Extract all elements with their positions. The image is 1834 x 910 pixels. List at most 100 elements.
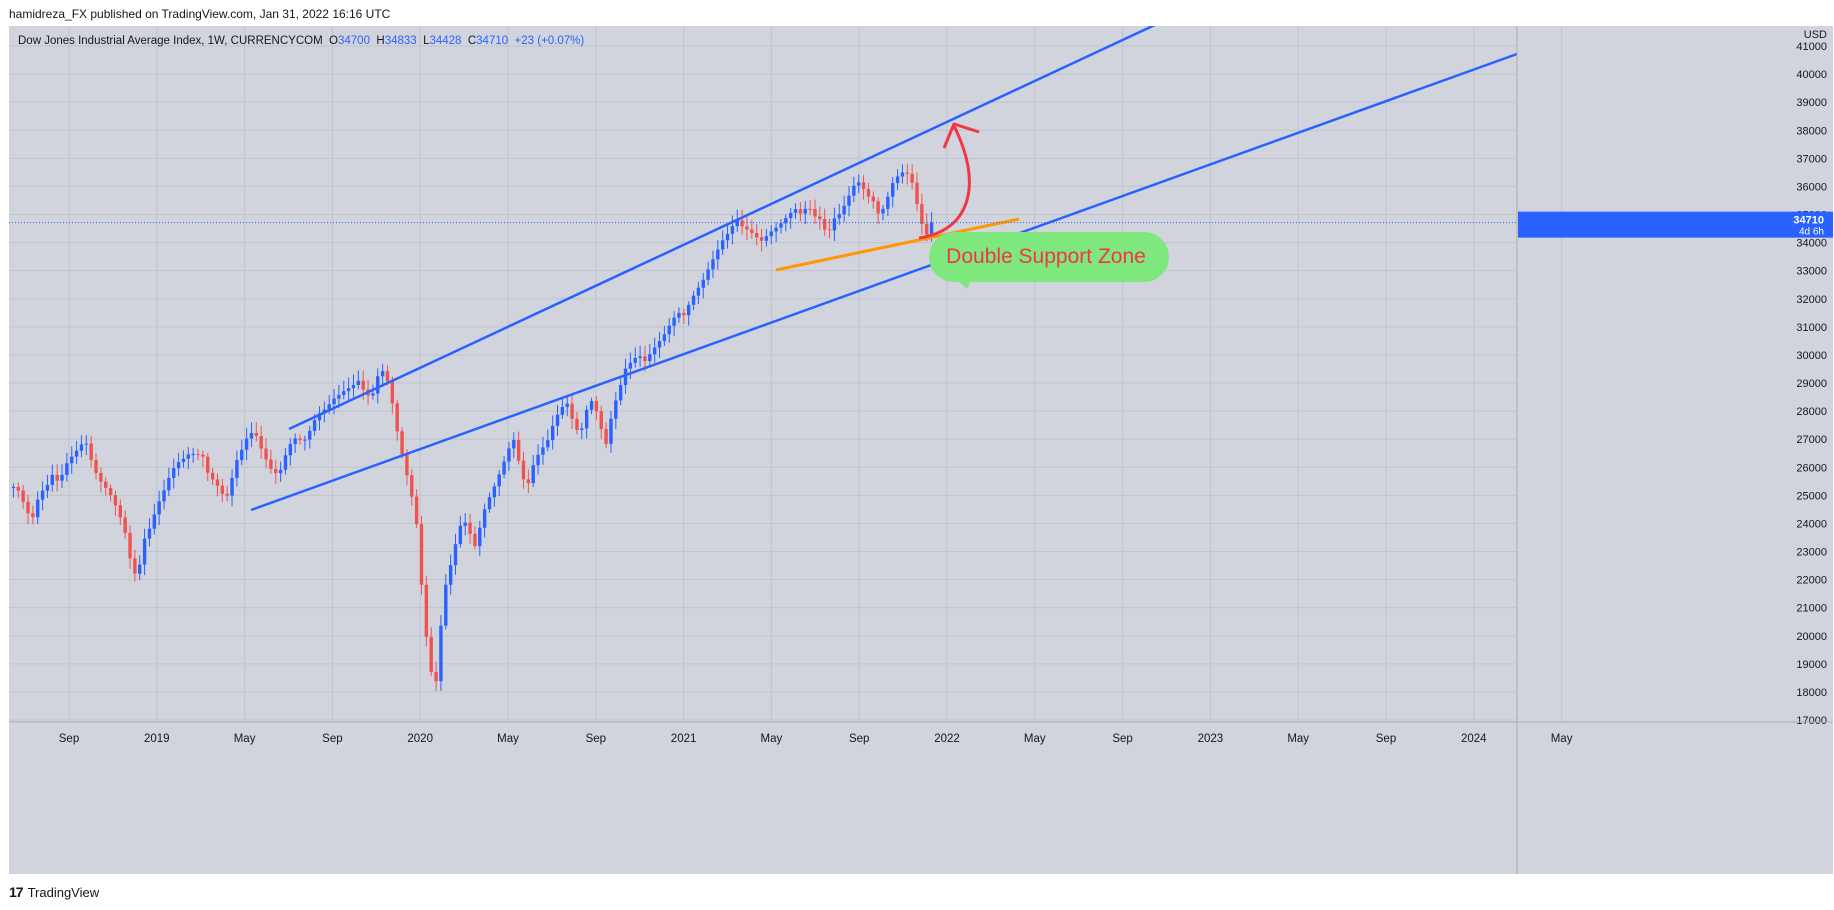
candle-body bbox=[11, 486, 16, 488]
candle-body bbox=[735, 220, 739, 227]
candle-body bbox=[482, 509, 487, 528]
price-tick-label: 29000 bbox=[1796, 378, 1827, 390]
candle-body bbox=[235, 460, 239, 479]
candle-body bbox=[225, 493, 229, 496]
legend-high-value: 34833 bbox=[384, 35, 417, 47]
price-axis-background[interactable] bbox=[1517, 26, 1833, 722]
candle-body bbox=[866, 188, 871, 197]
time-tick-label: Sep bbox=[1376, 733, 1396, 745]
candle-body bbox=[643, 356, 647, 361]
callout-bubble bbox=[929, 232, 1169, 282]
candle-body bbox=[861, 182, 866, 189]
upper-channel-line bbox=[288, 14, 1175, 431]
candle-body bbox=[31, 513, 35, 518]
upward-arrow bbox=[918, 125, 971, 240]
candle-body bbox=[818, 216, 822, 220]
candles bbox=[11, 163, 934, 692]
candle-body bbox=[531, 465, 535, 484]
time-tick-label: Sep bbox=[586, 733, 606, 745]
candle-body bbox=[380, 371, 385, 377]
candle-body bbox=[327, 404, 331, 410]
legend-low-value: 34428 bbox=[429, 35, 462, 47]
price-tick-label: 19000 bbox=[1796, 659, 1827, 671]
lower-channel-line bbox=[250, 52, 1518, 512]
price-tick-label: 39000 bbox=[1796, 97, 1827, 109]
candle-body bbox=[584, 409, 589, 429]
candle-body bbox=[798, 209, 803, 214]
callout-pointer bbox=[957, 280, 971, 289]
price-tick-label: 34000 bbox=[1796, 238, 1827, 250]
candle-body bbox=[118, 505, 123, 518]
price-tick-label: 30000 bbox=[1796, 350, 1827, 362]
tradingview-logo-icon: 17 bbox=[9, 884, 24, 900]
last-price-value: 34710 bbox=[1793, 215, 1824, 227]
candle-body bbox=[405, 454, 409, 476]
candle-body bbox=[497, 474, 501, 487]
time-tick-label: May bbox=[234, 733, 256, 745]
callout-text: Double Support Zone bbox=[946, 245, 1146, 268]
price-chart[interactable]: Double Support Zone 17000 18000 19000 20000… bbox=[9, 14, 1833, 874]
candle-body bbox=[832, 218, 837, 231]
candle-body bbox=[308, 430, 312, 440]
candle-body bbox=[905, 172, 909, 174]
candle-body bbox=[560, 407, 565, 415]
candle-body bbox=[638, 356, 642, 358]
candle-body bbox=[157, 501, 161, 515]
candle-body bbox=[89, 443, 93, 460]
candle-body bbox=[570, 403, 574, 419]
price-tick-label: 17000 bbox=[1796, 715, 1827, 727]
price-axis[interactable]: 17000 18000 19000 20000 21000 22000 23000 24000… bbox=[1796, 41, 1827, 727]
candle-body bbox=[40, 490, 45, 500]
plot-background[interactable] bbox=[9, 26, 1517, 722]
candle-body bbox=[920, 204, 924, 224]
price-tick-label: 22000 bbox=[1796, 575, 1827, 587]
time-tick-label: 2019 bbox=[144, 733, 170, 745]
candle-body bbox=[657, 341, 662, 348]
candle-body bbox=[925, 223, 929, 235]
publish-header: hamidreza_FX published on TradingView.co… bbox=[9, 7, 391, 21]
candle-body bbox=[827, 229, 832, 231]
candle-body bbox=[269, 459, 273, 469]
candle-body bbox=[526, 479, 531, 484]
time-tick-label: Sep bbox=[322, 733, 342, 745]
candle-body bbox=[55, 474, 59, 481]
candle-body bbox=[453, 544, 458, 566]
grid-lines bbox=[9, 26, 1563, 722]
time-axis-background[interactable] bbox=[9, 722, 1833, 874]
candle-body bbox=[575, 418, 579, 430]
legend-high-label: H bbox=[376, 35, 385, 47]
candle-body bbox=[21, 490, 25, 502]
price-tick-label: 31000 bbox=[1796, 322, 1827, 334]
time-tick-label: 2024 bbox=[1461, 733, 1487, 745]
candle-body bbox=[274, 468, 278, 474]
candle-body bbox=[444, 584, 448, 626]
candle-body bbox=[565, 403, 569, 408]
candle-body bbox=[361, 380, 365, 390]
candle-body bbox=[65, 463, 69, 475]
candle-body bbox=[876, 201, 880, 214]
time-axis[interactable]: Sep 2019 May Sep 2020 May Sep 2021 May Sep 2022 May… bbox=[59, 733, 1573, 745]
candle-body bbox=[662, 334, 667, 342]
candle-body bbox=[822, 219, 827, 230]
candle-body bbox=[857, 182, 861, 186]
candle-body bbox=[26, 501, 30, 514]
chart-container[interactable]: Double Support Zone 17000 18000 19000 20000… bbox=[9, 14, 1833, 874]
candle-body bbox=[303, 439, 307, 441]
candle-body bbox=[881, 208, 885, 214]
candle-body bbox=[750, 229, 754, 234]
candle-body bbox=[929, 222, 934, 235]
candle-body bbox=[682, 312, 686, 316]
last-price-countdown: 4d 6h bbox=[1799, 227, 1824, 238]
drawings: Double Support Zone bbox=[250, 14, 1518, 512]
candle-body bbox=[516, 439, 521, 461]
candle-body bbox=[191, 454, 195, 456]
candle-body bbox=[70, 456, 74, 464]
candle-body bbox=[448, 565, 453, 585]
candle-body bbox=[79, 444, 84, 451]
candle-body bbox=[36, 499, 40, 518]
candle-body bbox=[312, 420, 317, 431]
candle-body bbox=[594, 400, 599, 412]
candle-body bbox=[337, 394, 341, 399]
candle-body bbox=[891, 183, 895, 197]
